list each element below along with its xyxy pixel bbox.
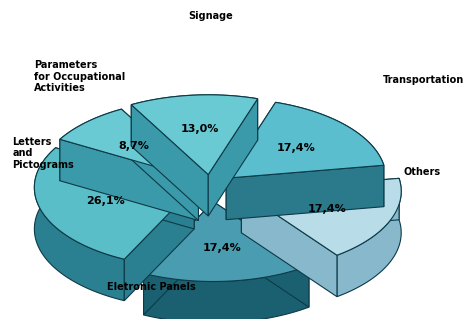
Polygon shape bbox=[60, 139, 198, 220]
Polygon shape bbox=[144, 266, 309, 319]
Polygon shape bbox=[213, 202, 309, 307]
Text: Transportation: Transportation bbox=[383, 75, 464, 85]
Polygon shape bbox=[337, 178, 401, 297]
Polygon shape bbox=[226, 102, 384, 178]
Polygon shape bbox=[276, 102, 384, 207]
Text: 17,4%: 17,4% bbox=[203, 243, 242, 253]
Polygon shape bbox=[34, 148, 124, 301]
Text: Parameters
for Occupational
Activities: Parameters for Occupational Activities bbox=[34, 60, 125, 93]
Text: Others: Others bbox=[404, 167, 441, 177]
Polygon shape bbox=[60, 109, 121, 181]
Polygon shape bbox=[226, 165, 384, 220]
Text: Signage: Signage bbox=[188, 11, 233, 21]
Polygon shape bbox=[131, 105, 208, 216]
Text: 26,1%: 26,1% bbox=[86, 196, 125, 206]
Polygon shape bbox=[121, 109, 198, 220]
Polygon shape bbox=[226, 102, 276, 220]
Text: 17,4%: 17,4% bbox=[308, 204, 347, 214]
Polygon shape bbox=[60, 109, 198, 179]
Text: Letters
and
Pictograms: Letters and Pictograms bbox=[13, 137, 75, 170]
Text: 8,7%: 8,7% bbox=[118, 141, 149, 151]
Text: 13,0%: 13,0% bbox=[181, 123, 219, 134]
Polygon shape bbox=[208, 99, 257, 216]
Text: Eletronic Panels: Eletronic Panels bbox=[107, 282, 196, 292]
Polygon shape bbox=[131, 95, 257, 146]
Polygon shape bbox=[124, 188, 194, 301]
Text: 17,4%: 17,4% bbox=[277, 143, 316, 153]
Polygon shape bbox=[242, 178, 401, 255]
Polygon shape bbox=[144, 202, 213, 315]
Polygon shape bbox=[131, 95, 257, 174]
Polygon shape bbox=[34, 148, 194, 259]
Polygon shape bbox=[242, 178, 399, 233]
Polygon shape bbox=[56, 148, 194, 229]
Polygon shape bbox=[242, 191, 337, 297]
Polygon shape bbox=[144, 202, 309, 281]
